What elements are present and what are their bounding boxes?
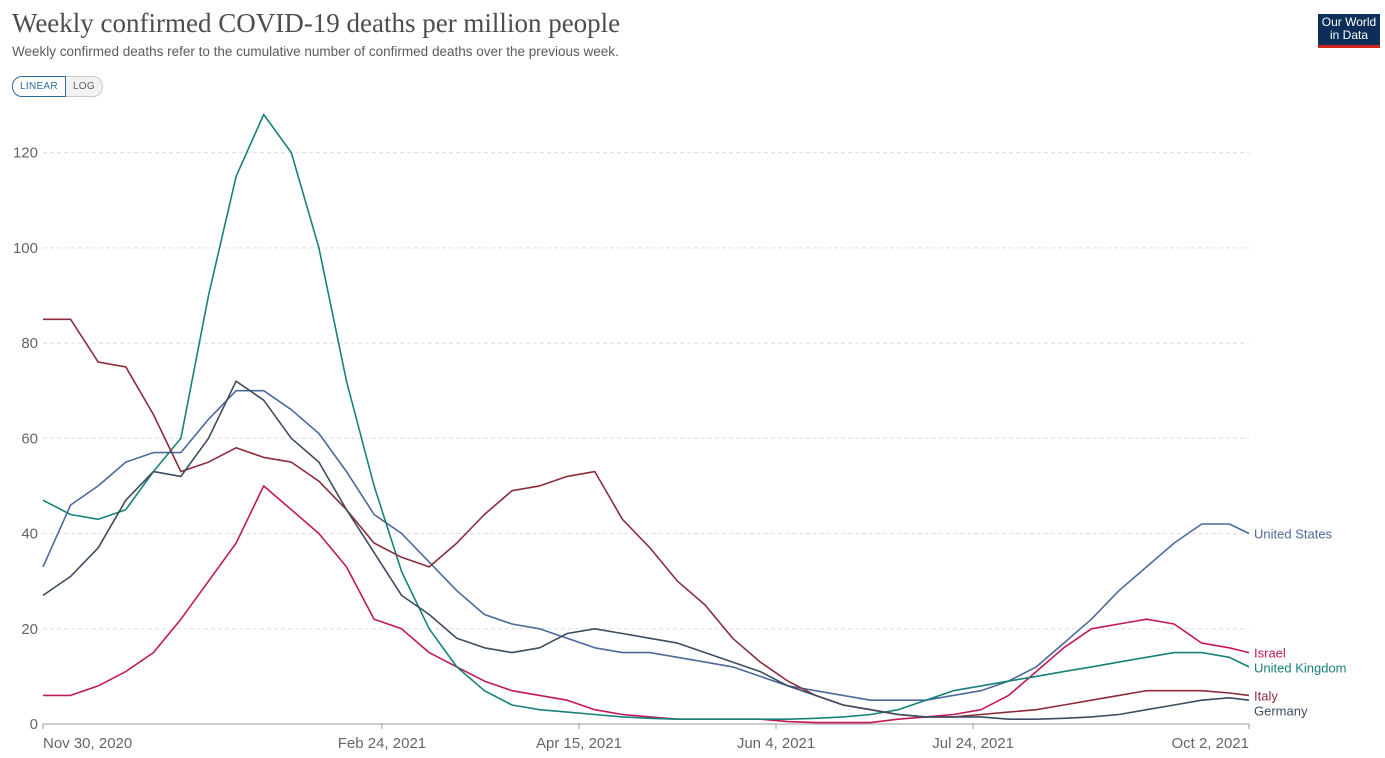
series-label-united-kingdom: United Kingdom [1254,661,1347,676]
series-label-germany: Germany [1254,703,1308,718]
owid-logo[interactable]: Our World in Data [1318,14,1380,48]
series-label-israel: Israel [1254,646,1286,661]
y-tick-label: 60 [21,430,38,447]
y-tick-label: 80 [21,335,38,352]
chart-title: Weekly confirmed COVID-19 deaths per mil… [12,8,621,38]
y-tick-label: 20 [21,621,38,638]
x-tick-label: Feb 24, 2021 [338,735,426,752]
logo-line-2: in Data [1329,28,1369,42]
logo-line-1: Our World [1321,15,1377,29]
y-tick-label: 40 [21,526,38,543]
series-line-germany [42,380,1250,721]
y-tick-label: 120 [13,145,38,162]
linear-scale-button[interactable]: LINEAR [12,76,66,97]
y-tick-label: 0 [30,716,38,733]
series-label-united-states: United States [1254,527,1333,542]
chart-subtitle: Weekly confirmed deaths refer to the cum… [12,44,619,59]
x-tick-label: Jul 24, 2021 [932,735,1014,752]
y-tick-label: 100 [13,240,38,257]
series-line-israel [43,485,1250,724]
x-tick-label: Jun 4, 2021 [737,735,815,752]
series-line-united-kingdom [42,113,1250,721]
log-scale-button[interactable]: LOG [65,76,103,97]
x-tick-label: Oct 2, 2021 [1171,735,1249,752]
series-line-united-states [42,389,1250,702]
series-line-italy [43,318,1250,718]
x-tick-label: Nov 30, 2020 [43,735,132,752]
scale-toggle: LINEAR LOG [12,76,103,97]
series-label-italy: Italy [1254,688,1278,703]
x-tick-label: Apr 15, 2021 [536,735,622,752]
